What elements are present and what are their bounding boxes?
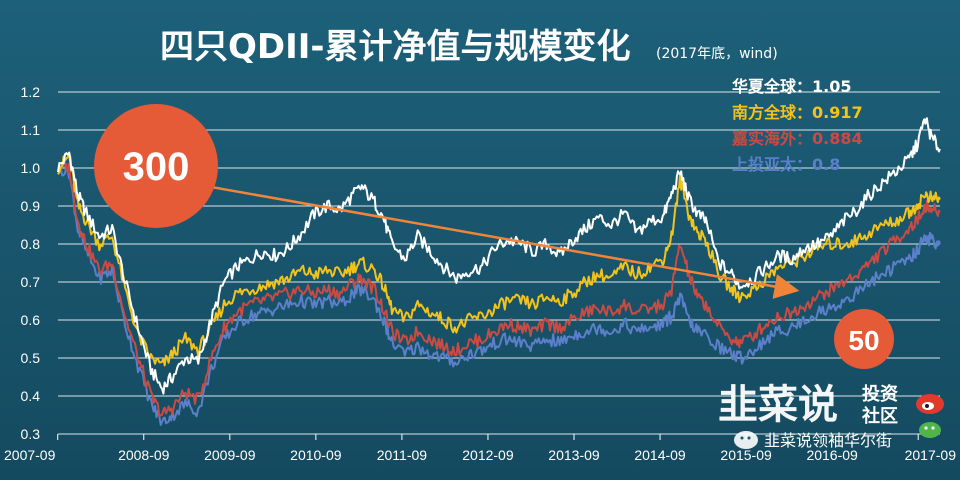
y-tick-label: 1.2 [21, 84, 41, 100]
watermark-logo-sub-2: 社区 [862, 405, 898, 427]
wechat-icon [919, 422, 941, 438]
y-tick-label: 1.0 [21, 160, 41, 176]
x-tick-label: 2007-09 [4, 447, 56, 463]
y-tick-label: 0.3 [21, 426, 41, 442]
legend-entry-3: 上投亚太：0.8 [732, 155, 840, 174]
y-axis-ticks: 0.3 0.4 0.5 0.6 0.7 0.8 0.9 1.0 1.1 1.2 [21, 84, 41, 442]
bubble-300-label: 300 [123, 145, 190, 189]
y-tick-label: 1.1 [21, 122, 41, 138]
series-line-1 [57, 154, 941, 367]
annotations [189, 181, 800, 299]
weibo-icon [916, 394, 944, 414]
series-line-3 [57, 163, 941, 426]
y-tick-label: 0.8 [21, 236, 41, 252]
y-tick-label: 0.4 [21, 388, 41, 404]
watermark-logo-text: 韭菜说 [718, 382, 838, 428]
x-tick-label: 2014-09 [634, 447, 686, 463]
x-axis-ticks: 2007-09 2008-09 2009-09 2010-09 2011-09 2012-… [4, 434, 956, 463]
watermark: 韭菜说 投资 社区 韭菜说领袖华尔街 [718, 382, 944, 450]
x-tick-label: 2016-09 [806, 447, 858, 463]
x-tick-label: 2015-09 [720, 447, 772, 463]
chart-subtitle: (2017年底，wind) [656, 46, 778, 62]
x-tick-label: 2009-09 [204, 447, 256, 463]
trend-arrow [189, 181, 800, 299]
watermark-logo-sub-1: 投资 [862, 383, 898, 405]
bubble-300: 300 [94, 104, 218, 228]
legend-entry-1: 南方全球：0.917 [732, 103, 863, 122]
x-tick-label: 2011-09 [377, 447, 428, 463]
bubble-300-circle [94, 104, 218, 228]
chart-title: 四只QDII-累计净值与规模变化 [160, 27, 631, 67]
x-tick-label: 2013-09 [548, 447, 600, 463]
y-tick-label: 0.9 [21, 198, 41, 214]
legend: 华夏全球：1.05 南方全球：0.917 嘉实海外：0.884 上投亚太：0.8 [731, 77, 863, 174]
legend-entry-0: 华夏全球：1.05 [732, 77, 851, 96]
y-tick-label: 0.5 [21, 350, 41, 366]
y-tick-label: 0.7 [21, 274, 41, 290]
x-tick-label: 2017-09 [905, 447, 957, 463]
series-line-2 [57, 161, 941, 418]
bubble-50-label: 50 [848, 325, 879, 356]
bubble-50-circle [834, 309, 894, 369]
account-icon [734, 431, 758, 449]
x-tick-label: 2012-09 [462, 447, 514, 463]
bubble-50: 50 [834, 309, 894, 369]
x-tick-label: 2008-09 [118, 447, 170, 463]
watermark-account: 韭菜说领袖华尔街 [764, 431, 892, 450]
y-tick-label: 0.6 [21, 312, 41, 328]
x-tick-label: 2010-09 [290, 447, 342, 463]
legend-entry-2: 嘉实海外：0.884 [731, 129, 863, 148]
